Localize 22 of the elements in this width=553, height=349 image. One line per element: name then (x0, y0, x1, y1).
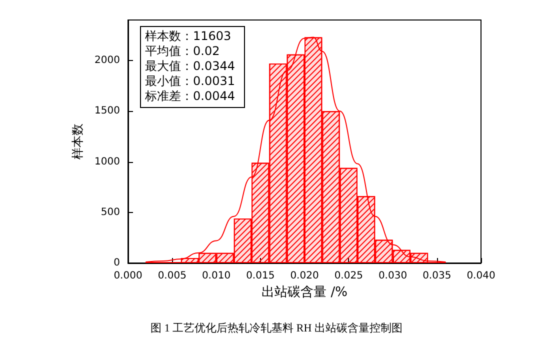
annotation: 最大值：0.0344 (145, 59, 235, 73)
y-axis-title: 样本数 (70, 124, 85, 160)
y-tick-label: 2000 (94, 55, 120, 66)
annotation: 平均值：0.02 (145, 44, 220, 58)
y-tick-label: 1000 (94, 156, 120, 168)
x-tick-label: 0.010 (202, 270, 231, 282)
x-tick-label: 0.025 (334, 270, 363, 282)
x-tick-label: 0.005 (158, 270, 186, 282)
x-tick-label: 0.040 (466, 270, 496, 282)
x-axis-title: 出站碳含量 /% (262, 284, 348, 300)
x-tick-label: 0.015 (246, 270, 275, 282)
annotation: 样本数：11603 (145, 29, 232, 43)
annotation: 最小值：0.0031 (145, 74, 235, 88)
x-tick-label: 0.000 (114, 270, 142, 282)
y-tick-label: 1500 (94, 106, 120, 117)
x-tick-label: 0.020 (290, 270, 319, 282)
x-tick-label: 0.035 (422, 270, 452, 282)
text: 图 1 工艺优化后热轧冷轧基料 RH 出站碳含量控制图 (150, 322, 402, 334)
y-tick-label: 500 (100, 206, 120, 218)
y-tick-label: 0 (114, 258, 120, 268)
annotation: 标准差：0.0044 (144, 89, 235, 103)
x-tick-label: 0.030 (378, 270, 408, 282)
